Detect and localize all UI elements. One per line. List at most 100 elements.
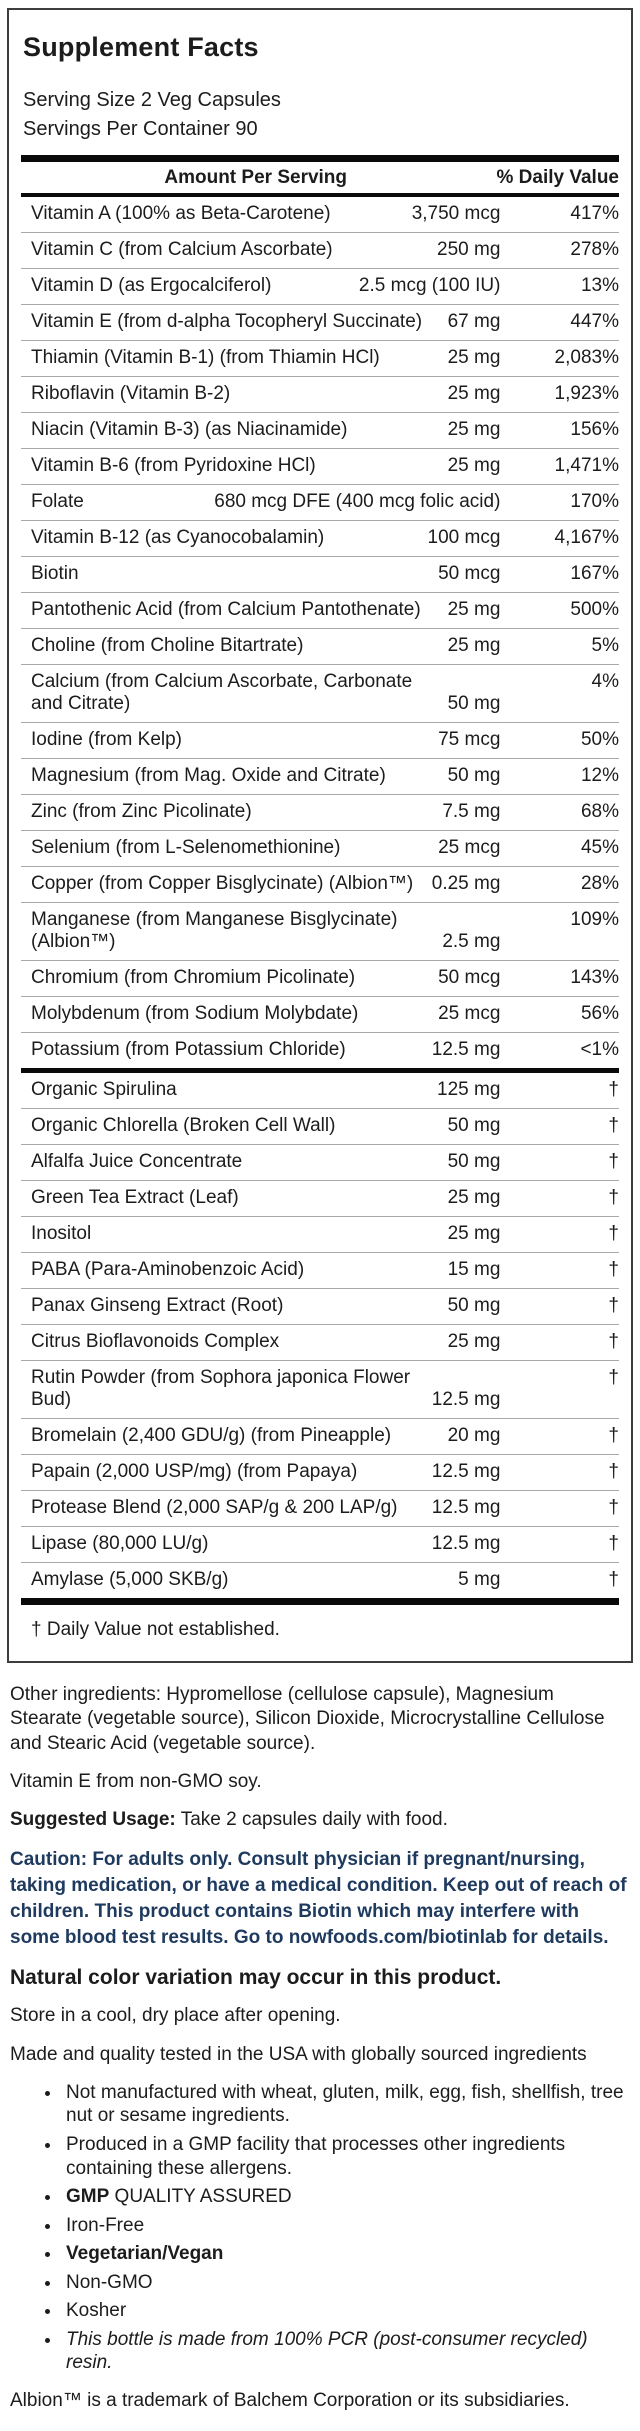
table-row: Green Tea Extract (Leaf) 25 mg †	[21, 1180, 619, 1216]
row-left-group: Vitamin B-6 (from Pyridoxine HCl) 25 mg	[21, 455, 500, 477]
table-row: Vitamin B-6 (from Pyridoxine HCl) 25 mg …	[21, 448, 619, 484]
ingredient-daily-value: <1%	[580, 1039, 619, 1060]
ingredient-amount: 12.5 mg	[431, 1461, 501, 1482]
ingredient-amount: 25 mcg	[438, 837, 501, 858]
row-left-group: Selenium (from L-Selenomethionine) 25 mc…	[21, 837, 500, 859]
ingredient-name: Alfalfa Juice Concentrate	[31, 1151, 243, 1172]
ingredient-daily-value: 5%	[591, 635, 619, 656]
row-left-group: Panax Ginseng Extract (Root) 50 mg	[21, 1295, 500, 1317]
bullet-item: Kosher	[62, 2299, 628, 2323]
caution-text: Caution: For adults only. Consult physic…	[10, 1848, 627, 1949]
table-header-row: Amount Per Serving % Daily Value	[21, 162, 619, 193]
row-left-group: PABA (Para-Aminobenzoic Acid) 15 mg	[21, 1259, 500, 1281]
row-left-group: Vitamin A (100% as Beta-Carotene) 3,750 …	[21, 203, 500, 225]
row-left-group: Lipase (80,000 LU/g) 12.5 mg	[21, 1533, 500, 1555]
row-left-group: Choline (from Choline Bitartrate) 25 mg	[21, 635, 500, 657]
ingredient-amount: 50 mg	[447, 1295, 501, 1316]
ingredient-daily-value: 13%	[580, 275, 619, 296]
ingredient-name: Copper (from Copper Bisglycinate) (Albio…	[31, 873, 414, 894]
ingredient-name: Vitamin B-12 (as Cyanocobalamin)	[31, 527, 325, 548]
ingredient-daily-value: †	[608, 1425, 619, 1446]
ingredient-daily-value: 12%	[580, 765, 619, 786]
row-left-group: Thiamin (Vitamin B-1) (from Thiamin HCl)…	[21, 347, 500, 369]
column-header-amount: Amount Per Serving	[164, 167, 348, 188]
header-divider	[21, 193, 619, 197]
table-row: Inositol 25 mg †	[21, 1216, 619, 1252]
thick-divider-bottom	[21, 1598, 619, 1605]
ingredient-name: Choline (from Choline Bitartrate)	[31, 635, 304, 656]
bullet-item: Iron-Free	[62, 2214, 628, 2238]
ingredient-name: Folate	[31, 491, 84, 512]
ingredient-name: Lipase (80,000 LU/g)	[31, 1533, 209, 1554]
suggested-usage-text: Suggested Usage: Take 2 capsules daily w…	[10, 1808, 628, 1832]
row-left-group: Vitamin B-12 (as Cyanocobalamin) 100 mcg	[21, 527, 500, 549]
table-row: Copper (from Copper Bisglycinate) (Albio…	[21, 866, 619, 902]
row-left-group: Magnesium (from Mag. Oxide and Citrate) …	[21, 765, 500, 787]
ingredient-daily-value: 2,083%	[554, 347, 619, 368]
ingredient-amount: 25 mcg	[438, 1003, 501, 1024]
ingredient-name: Inositol	[31, 1223, 92, 1244]
table-row: Vitamin A (100% as Beta-Carotene) 3,750 …	[21, 197, 619, 232]
table-row: Niacin (Vitamin B-3) (as Niacinamide) 25…	[21, 412, 619, 448]
ingredient-daily-value: 447%	[570, 311, 619, 332]
color-variation-note: Natural color variation may occur in thi…	[10, 1966, 502, 1990]
ingredient-daily-value: †	[608, 1187, 619, 1208]
row-left-group: Organic Spirulina 125 mg	[21, 1079, 500, 1101]
ingredient-amount: 3,750 mcg	[411, 203, 501, 224]
table-row: Choline (from Choline Bitartrate) 25 mg …	[21, 628, 619, 664]
storage-note: Store in a cool, dry place after opening…	[10, 2005, 341, 2027]
row-left-group: Copper (from Copper Bisglycinate) (Albio…	[21, 873, 500, 895]
row-left-group: Inositol 25 mg	[21, 1223, 500, 1245]
ingredient-amount: 125 mg	[437, 1079, 501, 1100]
ingredient-name: Vitamin D (as Ergocalciferol)	[31, 275, 272, 296]
row-left-group: Amylase (5,000 SKB/g) 5 mg	[21, 1569, 500, 1591]
ingredient-daily-value: 68%	[580, 801, 619, 822]
ingredient-name: Riboflavin (Vitamin B-2)	[31, 383, 231, 404]
ingredient-name: Vitamin B-6 (from Pyridoxine HCl)	[31, 455, 316, 476]
ingredient-amount: 12.5 mg	[431, 1039, 501, 1060]
table-row: Calcium (from Calcium Ascorbate, Carbona…	[21, 664, 619, 722]
ingredient-name: Chromium (from Chromium Picolinate)	[31, 967, 356, 988]
ingredient-daily-value: 50%	[580, 729, 619, 750]
other-ingredients-text: Other ingredients: Hypromellose (cellulo…	[10, 1684, 605, 1754]
table-row: Pantothenic Acid (from Calcium Pantothen…	[21, 592, 619, 628]
ingredient-amount: 20 mg	[447, 1425, 501, 1446]
ingredient-name: Molybdenum (from Sodium Molybdate)	[31, 1003, 359, 1024]
ingredient-amount: 680 mcg DFE (400 mcg folic acid)	[214, 491, 501, 512]
label-footer: Other ingredients: Hypromellose (cellulo…	[0, 1663, 640, 2431]
ingredient-amount: 25 mg	[447, 1187, 501, 1208]
table-row: Molybdenum (from Sodium Molybdate) 25 mc…	[21, 996, 619, 1032]
made-in-note: Made and quality tested in the USA with …	[10, 2043, 587, 2065]
ingredient-amount: 15 mg	[447, 1259, 501, 1280]
row-left-group: Citrus Bioflavonoids Complex 25 mg	[21, 1331, 500, 1353]
ingredient-name: Vitamin C (from Calcium Ascorbate)	[31, 239, 333, 260]
ingredient-name: Organic Spirulina	[31, 1079, 177, 1100]
ingredient-amount: 50 mg	[447, 1151, 501, 1172]
row-left-group: Papain (2,000 USP/mg) (from Papaya) 12.5…	[21, 1461, 500, 1483]
row-left-group: Bromelain (2,400 GDU/g) (from Pineapple)…	[21, 1425, 500, 1447]
ingredient-amount: 25 mg	[447, 1223, 501, 1244]
row-left-group: Pantothenic Acid (from Calcium Pantothen…	[21, 599, 500, 621]
table-row: Potassium (from Potassium Chloride) 12.5…	[21, 1032, 619, 1068]
ingredient-daily-value: 170%	[570, 491, 619, 512]
table-row: Vitamin B-12 (as Cyanocobalamin) 100 mcg…	[21, 520, 619, 556]
row-left-group: Biotin 50 mcg	[21, 563, 500, 585]
ingredient-name: Potassium (from Potassium Chloride)	[31, 1039, 346, 1060]
table-row: Panax Ginseng Extract (Root) 50 mg †	[21, 1288, 619, 1324]
thick-divider-top	[21, 155, 619, 162]
ingredient-daily-value: †	[608, 1259, 619, 1280]
table-row: Zinc (from Zinc Picolinate) 7.5 mg 68%	[21, 794, 619, 830]
column-header-daily-value: % Daily Value	[496, 167, 619, 188]
ingredient-amount: 50 mcg	[438, 563, 501, 584]
ingredient-amount: 250 mg	[437, 239, 501, 260]
ingredient-name: Organic Chlorella (Broken Cell Wall)	[31, 1115, 336, 1136]
table-row: Selenium (from L-Selenomethionine) 25 mc…	[21, 830, 619, 866]
row-left-group: Alfalfa Juice Concentrate 50 mg	[21, 1151, 500, 1173]
ingredient-amount: 25 mg	[447, 635, 501, 656]
ingredient-name: Biotin	[31, 563, 79, 584]
ingredient-amount: 50 mg	[447, 693, 501, 714]
table-row: Iodine (from Kelp) 75 mcg 50%	[21, 722, 619, 758]
ingredient-daily-value: 278%	[570, 239, 619, 260]
ingredient-daily-value: 56%	[580, 1003, 619, 1024]
ingredient-amount: 50 mg	[447, 1115, 501, 1136]
